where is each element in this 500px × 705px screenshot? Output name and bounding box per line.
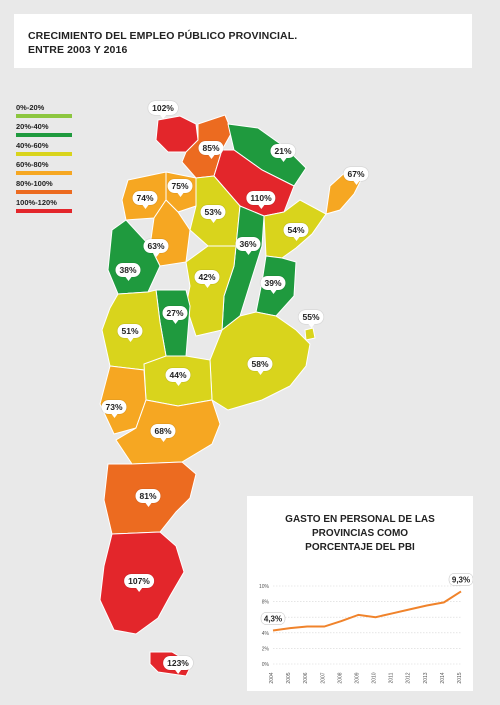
province-label-catamarca: 74% xyxy=(132,191,158,209)
x-tick-label: 2011 xyxy=(389,672,395,683)
x-tick-label: 2012 xyxy=(406,672,412,683)
legend-item: 80%-100% xyxy=(16,179,136,198)
y-tick-label: 2% xyxy=(262,646,270,652)
legend-item: 60%-80% xyxy=(16,160,136,179)
province-label-caba: 55% xyxy=(298,310,324,328)
region-caba xyxy=(304,327,316,341)
province-label-entre-rios: 39% xyxy=(260,276,286,294)
province-label-tierra-del-fuego: 123% xyxy=(163,656,193,674)
legend-swatch xyxy=(16,152,72,156)
province-label-la-rioja: 63% xyxy=(143,239,169,257)
province-label-jujuy: 102% xyxy=(148,101,178,119)
province-label-formosa: 21% xyxy=(270,144,296,162)
province-label-corrientes: 54% xyxy=(283,223,309,241)
province-label-mendoza: 51% xyxy=(117,324,143,342)
province-label-neuquen: 73% xyxy=(101,400,127,418)
y-tick-label: 0% xyxy=(262,662,270,668)
legend-item: 0%-20% xyxy=(16,103,136,122)
title-box: CRECIMIENTO DEL EMPLEO PÚBLICO PROVINCIA… xyxy=(14,14,472,68)
province-label-san-luis: 27% xyxy=(162,306,188,324)
legend-label: 100%-120% xyxy=(16,198,57,207)
x-tick-label: 2009 xyxy=(354,672,360,683)
legend-swatch xyxy=(16,114,72,118)
legend-swatch xyxy=(16,171,72,175)
y-tick-label: 10% xyxy=(259,584,270,590)
legend-item: 20%-40% xyxy=(16,122,136,141)
title-line-2: ENTRE 2003 Y 2016 xyxy=(28,44,128,56)
x-tick-label: 2005 xyxy=(286,672,292,683)
x-tick-label: 2014 xyxy=(440,672,446,683)
chart-title-line-3: PORCENTAJE DEL PBI xyxy=(305,542,415,553)
x-tick-label: 2010 xyxy=(372,672,378,683)
legend: 0%-20% 20%-40% 40%-60% 60%-80% 80%-100% 100%-… xyxy=(16,103,136,217)
province-label-salta: 85% xyxy=(198,141,224,159)
province-label-chubut: 81% xyxy=(135,489,161,507)
legend-label: 80%-100% xyxy=(16,179,53,188)
series-line xyxy=(272,590,462,632)
x-tick-label: 2013 xyxy=(423,672,429,683)
x-tick-label: 2015 xyxy=(457,672,463,683)
x-tick-label: 2006 xyxy=(303,672,309,683)
chart-title-line-2: PROVINCIAS COMO xyxy=(311,528,409,539)
x-tick-label: 2008 xyxy=(337,672,343,683)
province-label-santiago: 53% xyxy=(200,205,226,223)
legend-swatch xyxy=(16,209,72,213)
province-label-misiones: 67% xyxy=(343,167,369,185)
legend-label: 40%-60% xyxy=(16,141,49,150)
province-label-santa-fe: 36% xyxy=(235,237,261,255)
annotation-bubble xyxy=(448,573,473,586)
legend-swatch xyxy=(16,133,72,137)
legend-item: 100%-120% xyxy=(16,198,136,217)
x-tick-label: 2007 xyxy=(320,672,326,683)
chart-box: GASTO EN PERSONAL DE LAS PROVINCIAS COMO… xyxy=(247,496,473,691)
y-tick-label: 8% xyxy=(262,600,270,606)
annotation-label: 9,3% xyxy=(452,575,470,584)
legend-label: 60%-80% xyxy=(16,160,49,169)
x-tick-label: 2004 xyxy=(269,672,275,683)
annotation-label: 4,3% xyxy=(264,614,282,623)
province-label-rio-negro: 68% xyxy=(150,424,176,442)
legend-item: 40%-60% xyxy=(16,141,136,160)
province-label-san-juan: 38% xyxy=(115,263,141,281)
province-label-tucuman: 75% xyxy=(167,179,193,197)
province-label-la-pampa: 44% xyxy=(165,368,191,386)
legend-label: 0%-20% xyxy=(16,103,45,112)
legend-swatch xyxy=(16,190,72,194)
y-tick-label: 4% xyxy=(262,631,270,637)
legend-label: 20%-40% xyxy=(16,122,49,131)
province-label-chaco: 110% xyxy=(246,191,276,209)
province-label-santa-cruz: 107% xyxy=(124,574,154,592)
province-label-cordoba: 42% xyxy=(194,270,220,288)
province-label-buenos-aires: 58% xyxy=(247,357,273,375)
annotation-bubble xyxy=(260,612,286,625)
title-line-1: CRECIMIENTO DEL EMPLEO PÚBLICO PROVINCIA… xyxy=(28,30,298,42)
line-chart: 0%2%4%6%8%10%200420052006200720082009201… xyxy=(259,573,473,684)
chart-title-line-1: GASTO EN PERSONAL DE LAS xyxy=(285,514,435,525)
